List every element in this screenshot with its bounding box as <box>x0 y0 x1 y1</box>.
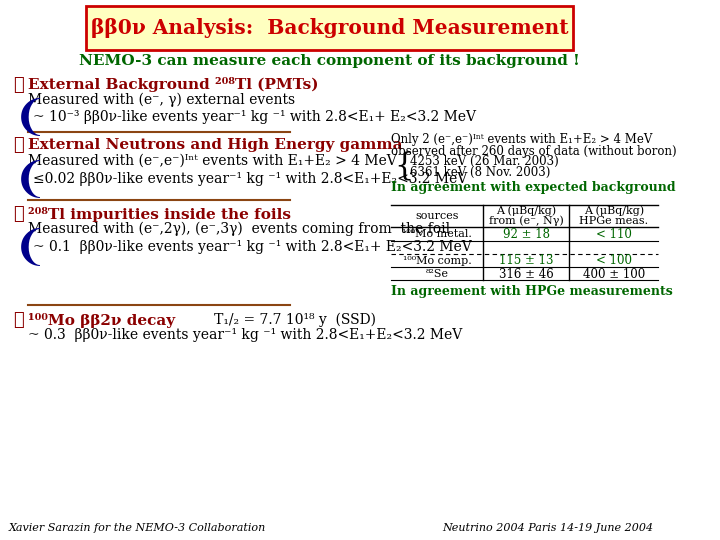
Text: 6361 keV (8 Nov. 2003): 6361 keV (8 Nov. 2003) <box>410 165 550 179</box>
Text: < 110: < 110 <box>595 227 631 240</box>
Text: In agreement with HPGe measurements: In agreement with HPGe measurements <box>392 285 673 298</box>
Text: ≤0.02 ββ0ν-like events year⁻¹ kg ⁻¹ with 2.8<E₁+E₂<3.2 MeV: ≤0.02 ββ0ν-like events year⁻¹ kg ⁻¹ with… <box>33 172 467 186</box>
Text: T₁/₂ = 7.7 10¹⁸ y  (SSD): T₁/₂ = 7.7 10¹⁸ y (SSD) <box>201 313 376 327</box>
Text: ¹⁰⁰Mo comp.: ¹⁰⁰Mo comp. <box>403 256 472 266</box>
Text: Only 2 (e⁻,e⁻)ᴵⁿᵗ events with E₁+E₂ > 4 MeV: Only 2 (e⁻,e⁻)ᴵⁿᵗ events with E₁+E₂ > 4 … <box>392 133 653 146</box>
Text: NEMO-3 can measure each component of its background !: NEMO-3 can measure each component of its… <box>79 54 580 68</box>
Text: External Neutrons and High Energy gamma: External Neutrons and High Energy gamma <box>27 138 402 152</box>
Text: ~ 0.1  ββ0ν-like events year⁻¹ kg ⁻¹ with 2.8<E₁+ E₂<3.2 MeV: ~ 0.1 ββ0ν-like events year⁻¹ kg ⁻¹ with… <box>33 240 472 254</box>
Text: Xavier Sarazin for the NEMO-3 Collaboration: Xavier Sarazin for the NEMO-3 Collaborat… <box>9 523 266 533</box>
Text: 4253 keV (26 Mar. 2003): 4253 keV (26 Mar. 2003) <box>410 154 559 167</box>
Text: ❨: ❨ <box>13 226 48 268</box>
Text: sources: sources <box>415 211 459 221</box>
Text: ❨: ❨ <box>13 158 48 200</box>
FancyBboxPatch shape <box>86 6 572 50</box>
Text: ❯: ❯ <box>13 205 24 223</box>
Text: Measured with (e⁻,e⁻)ᴵⁿᵗ events with E₁+E₂ > 4 MeV: Measured with (e⁻,e⁻)ᴵⁿᵗ events with E₁+… <box>27 154 397 168</box>
Text: ⁸²Se: ⁸²Se <box>426 269 449 279</box>
Text: ββ0ν Analysis:  Background Measurement: ββ0ν Analysis: Background Measurement <box>91 18 568 38</box>
Text: {: { <box>394 151 413 181</box>
Text: Measured with (e⁻,2γ), (e⁻,3γ)  events coming from  the foil: Measured with (e⁻,2γ), (e⁻,3γ) events co… <box>27 222 450 236</box>
Text: 316 ± 46: 316 ± 46 <box>499 267 554 280</box>
Text: from (e⁻, Nγ): from (e⁻, Nγ) <box>489 215 564 226</box>
Text: ~ 0.3  ββ0ν-like events year⁻¹ kg ⁻¹ with 2.8<E₁+E₂<3.2 MeV: ~ 0.3 ββ0ν-like events year⁻¹ kg ⁻¹ with… <box>27 328 462 342</box>
Text: ²⁰⁸Tl impurities inside the foils: ²⁰⁸Tl impurities inside the foils <box>27 206 291 221</box>
Text: In agreement with expected background: In agreement with expected background <box>392 180 676 193</box>
Text: 400 ± 100: 400 ± 100 <box>582 267 645 280</box>
Text: Measured with (e⁻, γ) external events: Measured with (e⁻, γ) external events <box>27 93 294 107</box>
Text: observed after 260 days of data (without boron): observed after 260 days of data (without… <box>392 145 677 159</box>
Text: External Background ²⁰⁸Tl (PMTs): External Background ²⁰⁸Tl (PMTs) <box>27 78 318 92</box>
Text: ❯: ❯ <box>13 136 24 154</box>
Text: A (μBq/kg): A (μBq/kg) <box>496 206 557 217</box>
Text: A (μBq/kg): A (μBq/kg) <box>584 206 644 217</box>
Text: ❯: ❯ <box>13 311 24 329</box>
Text: HPGe meas.: HPGe meas. <box>579 216 648 226</box>
Text: 92 ± 18: 92 ± 18 <box>503 227 550 240</box>
Text: 115 ± 13: 115 ± 13 <box>499 254 554 267</box>
Text: ~ 10⁻³ ββ0ν-like events year⁻¹ kg ⁻¹ with 2.8<E₁+ E₂<3.2 MeV: ~ 10⁻³ ββ0ν-like events year⁻¹ kg ⁻¹ wit… <box>33 110 476 124</box>
Text: Neutrino 2004 Paris 14-19 June 2004: Neutrino 2004 Paris 14-19 June 2004 <box>443 523 654 533</box>
Text: ¹⁰⁰Mo metal.: ¹⁰⁰Mo metal. <box>402 229 472 239</box>
Text: ¹⁰⁰Mo ββ2ν decay: ¹⁰⁰Mo ββ2ν decay <box>27 313 175 327</box>
Text: ❯: ❯ <box>13 76 24 94</box>
Text: < 100: < 100 <box>595 254 631 267</box>
Text: ❨: ❨ <box>13 96 48 138</box>
